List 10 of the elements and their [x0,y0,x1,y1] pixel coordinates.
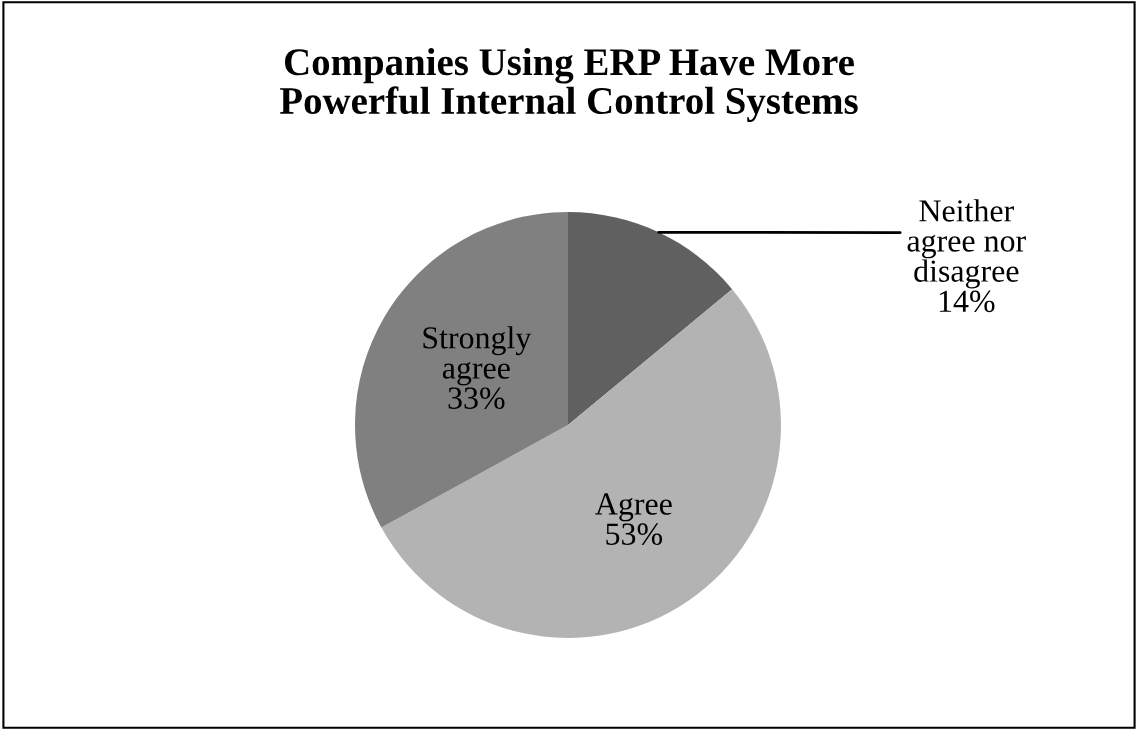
chart-title: Companies Using ERP Have More Powerful Internal Control Systems [279,47,858,123]
data-label: 33% [448,387,505,410]
pie-slice [568,212,733,425]
slice-label: Agree [595,493,672,522]
pie-slice [381,289,781,638]
data-label: 53% [606,523,663,546]
slice-label: Neither agree nor disagree [907,199,1026,289]
slice-label: Strongly agree [423,326,532,386]
data-label: 14% [939,290,995,313]
pie-slice [355,212,568,528]
